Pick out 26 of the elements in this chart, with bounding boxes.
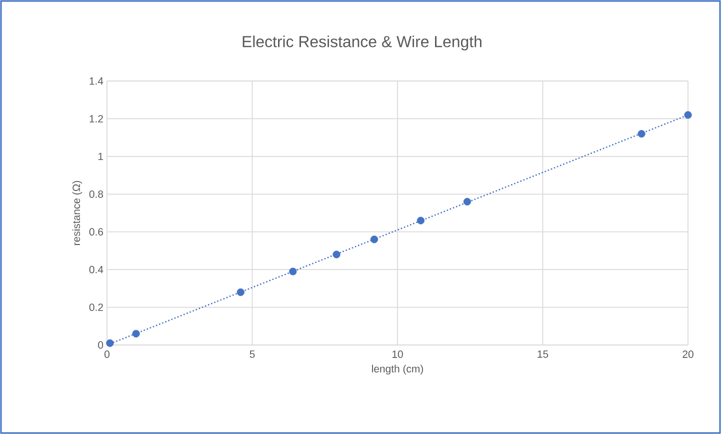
point xyxy=(638,130,646,138)
x-tick-label: 20 xyxy=(682,350,694,358)
point xyxy=(236,288,244,296)
chart-title: Electric Resistance & Wire Length xyxy=(242,36,482,50)
y-tick-label: 0 xyxy=(98,341,104,349)
x-tick-label: 15 xyxy=(538,350,548,358)
point xyxy=(132,330,140,338)
y-tick-label: 0.6 xyxy=(89,228,104,236)
y-tick-label: 1.4 xyxy=(90,77,104,85)
y-tick-label: 1 xyxy=(98,152,103,160)
point xyxy=(106,339,114,347)
y-tick-label: 1.2 xyxy=(90,115,103,122)
x-tick-label: 10 xyxy=(392,350,403,358)
y-tick-label: 0.8 xyxy=(89,190,104,198)
x-tick-label: 0 xyxy=(104,350,110,358)
y-axis-title: resistance (Ω) xyxy=(72,180,82,245)
y-tick-label: 0.2 xyxy=(89,304,103,311)
x-tick-label: 5 xyxy=(250,350,255,358)
x-axis-title: length (cm) xyxy=(372,364,423,375)
point xyxy=(684,111,692,119)
point xyxy=(416,216,425,224)
point xyxy=(463,198,472,206)
point xyxy=(370,236,378,244)
y-tick-label: 0.4 xyxy=(89,266,104,274)
point xyxy=(332,250,340,258)
point xyxy=(289,268,297,276)
